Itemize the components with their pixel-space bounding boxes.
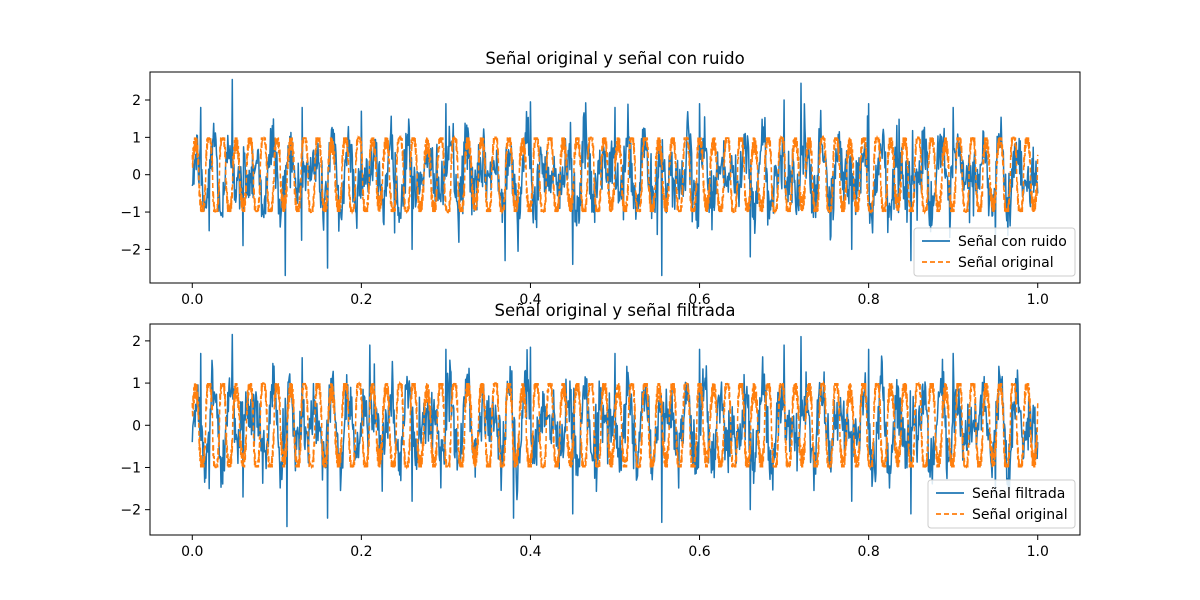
- y-tick-label: 1: [132, 376, 141, 392]
- chart-title: Señal original y señal con ruido: [485, 49, 744, 68]
- legend-box: [913, 227, 1076, 277]
- legend-label-filtered: Señal filtrada: [972, 486, 1065, 502]
- y-tick-label: −1: [120, 205, 141, 221]
- y-tick-label: 1: [132, 130, 141, 146]
- y-tick-label: 0: [132, 418, 141, 434]
- x-axis: 0.0 0.2 0.4 0.6 0.8 1.0: [181, 535, 1049, 560]
- legend-label-original: Señal original: [958, 255, 1054, 271]
- x-tick-label: 0.2: [350, 544, 372, 560]
- legend-label-noisy: Señal con ruido: [958, 234, 1067, 250]
- chart-title: Señal original y señal filtrada: [494, 301, 735, 320]
- y-axis: 2 1 0 −1 −2: [120, 93, 150, 258]
- x-tick-label: 0.8: [858, 544, 880, 560]
- subplot-filtered: Señal original y señal filtrada 0.0 0.2 0.…: [120, 301, 1081, 560]
- x-tick-label: 0.4: [519, 544, 541, 560]
- y-tick-label: −2: [120, 503, 141, 519]
- x-tick-label: 0.6: [688, 292, 710, 308]
- y-tick-label: 2: [132, 334, 141, 350]
- series-line-original: [191, 134, 1039, 215]
- x-tick-label: 1.0: [1027, 544, 1049, 560]
- x-tick-label: 0.0: [181, 292, 203, 308]
- legend: Señal filtrada Señal original: [927, 479, 1076, 529]
- subplot-noise: Señal original y señal con ruido 0.0 0.2 0…: [120, 49, 1081, 308]
- x-tick-label: 0.2: [350, 292, 372, 308]
- x-tick-label: 0.6: [688, 544, 710, 560]
- series-line-filtered: [191, 333, 1039, 528]
- x-tick-label: 0.8: [858, 292, 880, 308]
- legend-label-original: Señal original: [972, 507, 1068, 523]
- axes-frame: [149, 323, 1081, 536]
- y-tick-label: 0: [132, 168, 141, 184]
- series-line-noisy: [191, 78, 1039, 277]
- plot-area: [191, 78, 1039, 277]
- y-tick-label: 2: [132, 93, 141, 109]
- x-tick-label: 1.0: [1027, 292, 1049, 308]
- legend-box: [927, 479, 1076, 529]
- x-axis: 0.0 0.2 0.4 0.6 0.8 1.0: [181, 283, 1049, 308]
- y-tick-label: −2: [120, 242, 141, 258]
- y-axis: 2 1 0 −1 −2: [120, 334, 150, 519]
- legend: Señal con ruido Señal original: [913, 227, 1076, 277]
- series-line-original: [191, 380, 1039, 471]
- axes-frame: [149, 71, 1081, 284]
- y-tick-label: −1: [120, 460, 141, 476]
- x-tick-label: 0.4: [519, 292, 541, 308]
- plot-area: [191, 333, 1039, 528]
- x-tick-label: 0.0: [181, 544, 203, 560]
